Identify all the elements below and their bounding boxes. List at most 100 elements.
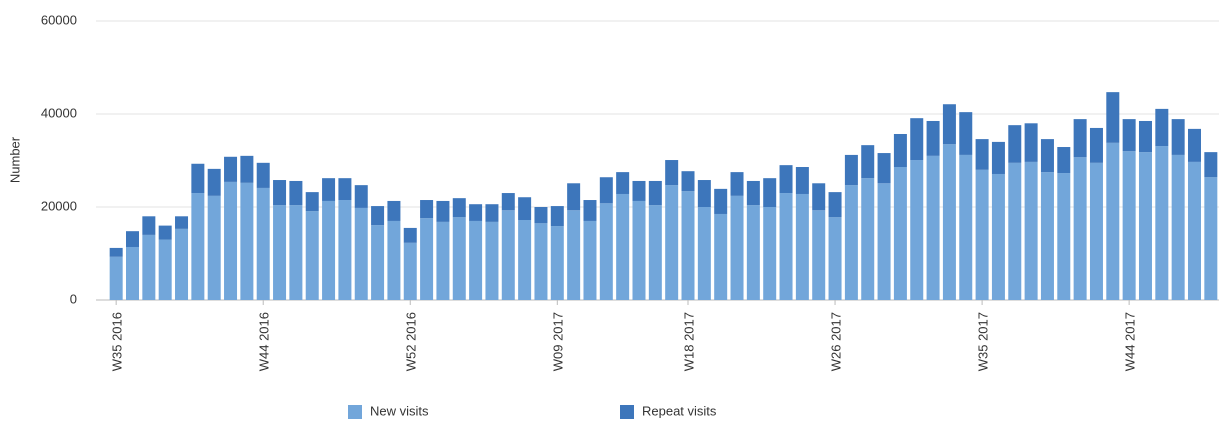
- bar-segment: [648, 180, 662, 206]
- bar-segment: [354, 185, 368, 208]
- bar-segment: [501, 193, 515, 211]
- bar-segment: [207, 168, 221, 196]
- y-axis-label: Number: [7, 136, 22, 183]
- bar-segment: [1040, 172, 1054, 300]
- bar-segment: [322, 178, 336, 201]
- bar-segment: [322, 200, 336, 300]
- bar-segment: [126, 246, 140, 300]
- bar-segment: [289, 180, 303, 206]
- bar-segment: [240, 155, 254, 183]
- bar-segment: [616, 193, 630, 300]
- bar-segment: [583, 220, 597, 300]
- bar-segment: [109, 247, 123, 257]
- bar-segment: [207, 195, 221, 300]
- bar-segment: [403, 227, 417, 243]
- bar-segment: [991, 173, 1005, 300]
- bar-segment: [1155, 108, 1169, 147]
- y-tick-label: 40000: [41, 105, 77, 120]
- bar-segment: [1122, 151, 1136, 300]
- bar-segment: [452, 217, 466, 300]
- bar-segment: [534, 207, 548, 224]
- bar-segment: [273, 180, 287, 206]
- bar-segment: [436, 200, 450, 222]
- bar-segment: [518, 197, 532, 221]
- bar-segment: [877, 153, 891, 184]
- bar-segment: [1057, 147, 1071, 174]
- bar-segment: [844, 154, 858, 186]
- bar-segment: [779, 165, 793, 194]
- bar-segment: [469, 204, 483, 221]
- bar-segment: [1073, 119, 1087, 158]
- y-tick-label: 60000: [41, 12, 77, 27]
- bar-segment: [550, 226, 564, 300]
- bar-segment: [371, 206, 385, 226]
- bar-segment: [877, 183, 891, 300]
- bar-segment: [518, 220, 532, 300]
- bar-segment: [142, 216, 156, 235]
- bar-segment: [1008, 162, 1022, 300]
- bar-segment: [1138, 120, 1152, 153]
- bar-segment: [763, 207, 777, 300]
- bar-segment: [763, 178, 777, 207]
- bar-segment: [387, 200, 401, 221]
- bar-segment: [420, 218, 434, 300]
- bar-segment: [142, 234, 156, 300]
- x-tick-label: W44 2017: [1123, 312, 1138, 371]
- bar-segment: [1057, 173, 1071, 300]
- bar-segment: [861, 145, 875, 179]
- bar-segment: [224, 156, 238, 182]
- bar-segment: [812, 183, 826, 211]
- bar-segment: [191, 163, 205, 194]
- x-tick-label: W44 2016: [257, 312, 272, 371]
- bar-segment: [1204, 152, 1218, 178]
- legend-label: Repeat visits: [642, 403, 717, 418]
- bar-segment: [861, 178, 875, 300]
- bar-segment: [1089, 127, 1103, 163]
- bar-segment: [746, 180, 760, 206]
- bar-segment: [959, 112, 973, 155]
- bar-segment: [1008, 125, 1022, 163]
- bar-segment: [926, 155, 940, 300]
- bar-segment: [1155, 146, 1169, 300]
- bar-segment: [1138, 152, 1152, 300]
- bar-segment: [583, 200, 597, 221]
- x-tick-label: W26 2017: [828, 312, 843, 371]
- bar-segment: [812, 210, 826, 300]
- bar-segment: [795, 193, 809, 300]
- bar-segment: [975, 139, 989, 170]
- bar-segment: [714, 213, 728, 300]
- bar-segment: [1171, 119, 1185, 155]
- bar-segment: [632, 200, 646, 300]
- bar-segment: [1106, 92, 1120, 143]
- bar-segment: [599, 203, 613, 300]
- bar-segment: [1024, 123, 1038, 162]
- bar-segment: [452, 198, 466, 218]
- bar-segment: [910, 160, 924, 300]
- bar-segment: [942, 144, 956, 300]
- bar-segment: [224, 181, 238, 300]
- bar-segment: [420, 200, 434, 219]
- bar-segment: [387, 220, 401, 300]
- bar-segment: [109, 256, 123, 300]
- bar-segment: [436, 221, 450, 300]
- bar-segment: [893, 167, 907, 300]
- x-tick-label: W35 2017: [976, 312, 991, 371]
- bar-segment: [828, 217, 842, 300]
- x-tick-label: W09 2017: [551, 312, 566, 371]
- bar-segment: [665, 160, 679, 186]
- x-tick-label: W52 2016: [404, 312, 419, 371]
- bar-segment: [697, 180, 711, 207]
- bar-segment: [1024, 161, 1038, 300]
- legend-swatch: [620, 405, 634, 419]
- bar-segment: [534, 223, 548, 300]
- bar-segment: [975, 169, 989, 300]
- bar-segment: [697, 207, 711, 300]
- bar-segment: [599, 177, 613, 204]
- bar-segment: [305, 211, 319, 300]
- bar-segment: [1089, 162, 1103, 300]
- bar-segment: [844, 185, 858, 300]
- bar-segment: [191, 193, 205, 300]
- bar-segment: [1204, 177, 1218, 300]
- bar-segment: [158, 239, 172, 300]
